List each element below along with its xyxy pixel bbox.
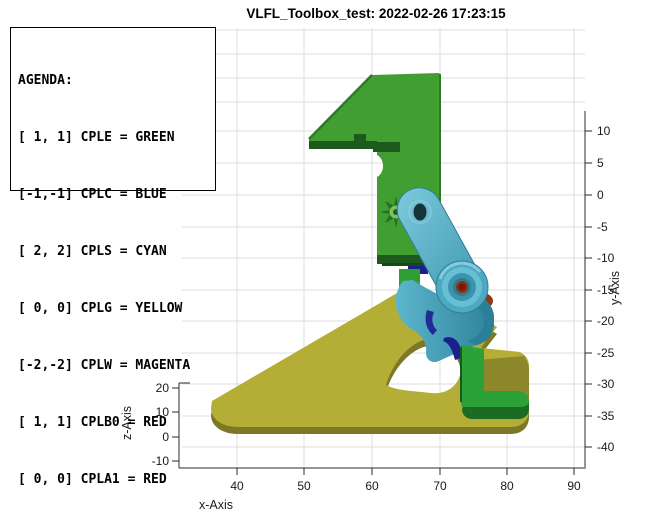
blue-edge-crescents <box>425 310 461 360</box>
y-tick-label: 5 <box>597 156 604 170</box>
lever-top-hole-rim <box>408 200 432 224</box>
z-tick-label: -10 <box>152 454 170 468</box>
agenda-entry: [ 0, 0] CPLG = YELLOW <box>18 301 183 316</box>
agenda-entry: [-1,-1] CPLC = BLUE <box>18 187 167 202</box>
x-tick-label: 80 <box>500 479 514 493</box>
y-tick-label: -20 <box>597 314 615 328</box>
y-tick-label: -25 <box>597 346 615 360</box>
y-tick-label: 0 <box>597 188 604 202</box>
x-tick-label: 60 <box>365 479 379 493</box>
z-tick-label: 20 <box>156 381 170 395</box>
y-tick-label: -40 <box>597 440 615 454</box>
agenda-entry: [ 0, 0] CPLA1 = RED <box>18 472 167 487</box>
x-tick-label: 70 <box>433 479 447 493</box>
agenda-legend-box: AGENDA: [ 1, 1] CPLE = GREEN [-1,-1] CPL… <box>10 27 216 487</box>
green-angle-part <box>460 345 529 420</box>
z-tick-label: 0 <box>162 430 169 444</box>
z-axis-label: z-Axis <box>120 406 134 440</box>
x-axis-label: x-Axis <box>199 498 233 512</box>
z-axis: 20 10 0 -10 z-Axis <box>120 381 190 468</box>
lever-top-hole <box>413 203 427 221</box>
x-tick-label: 90 <box>567 479 581 493</box>
y-axis-label: y-Axis <box>608 271 622 305</box>
y-axis-right: 10 5 0 -5 -10 -15 -20 -25 -30 -35 -40 y-… <box>584 111 622 467</box>
z-tick-label: 10 <box>156 405 170 419</box>
agenda-entry: [-2,-2] CPLW = MAGENTA <box>18 358 191 373</box>
y-tick-label: -35 <box>597 409 615 423</box>
y-tick-label: 10 <box>597 124 611 138</box>
x-tick-label: 50 <box>297 479 311 493</box>
y-tick-label: -30 <box>597 377 615 391</box>
x-axis: 40 50 60 70 80 90 x-Axis <box>179 467 586 512</box>
y-tick-label: -10 <box>597 251 615 265</box>
agenda-entry: [ 1, 1] CPLE = GREEN <box>18 130 175 145</box>
agenda-entry: [ 1, 1] CPLB0 = RED <box>18 415 167 430</box>
figure-title: VLFL_Toolbox_test: 2022-02-26 17:23:15 <box>246 6 506 21</box>
x-tick-label: 40 <box>230 479 244 493</box>
agenda-entry: [ 2, 2] CPLS = CYAN <box>18 244 167 259</box>
lever-cone-joint <box>435 260 489 314</box>
y-tick-label: -5 <box>597 220 608 234</box>
agenda-heading: AGENDA: <box>18 73 73 88</box>
y-tick-label: -15 <box>597 283 615 297</box>
